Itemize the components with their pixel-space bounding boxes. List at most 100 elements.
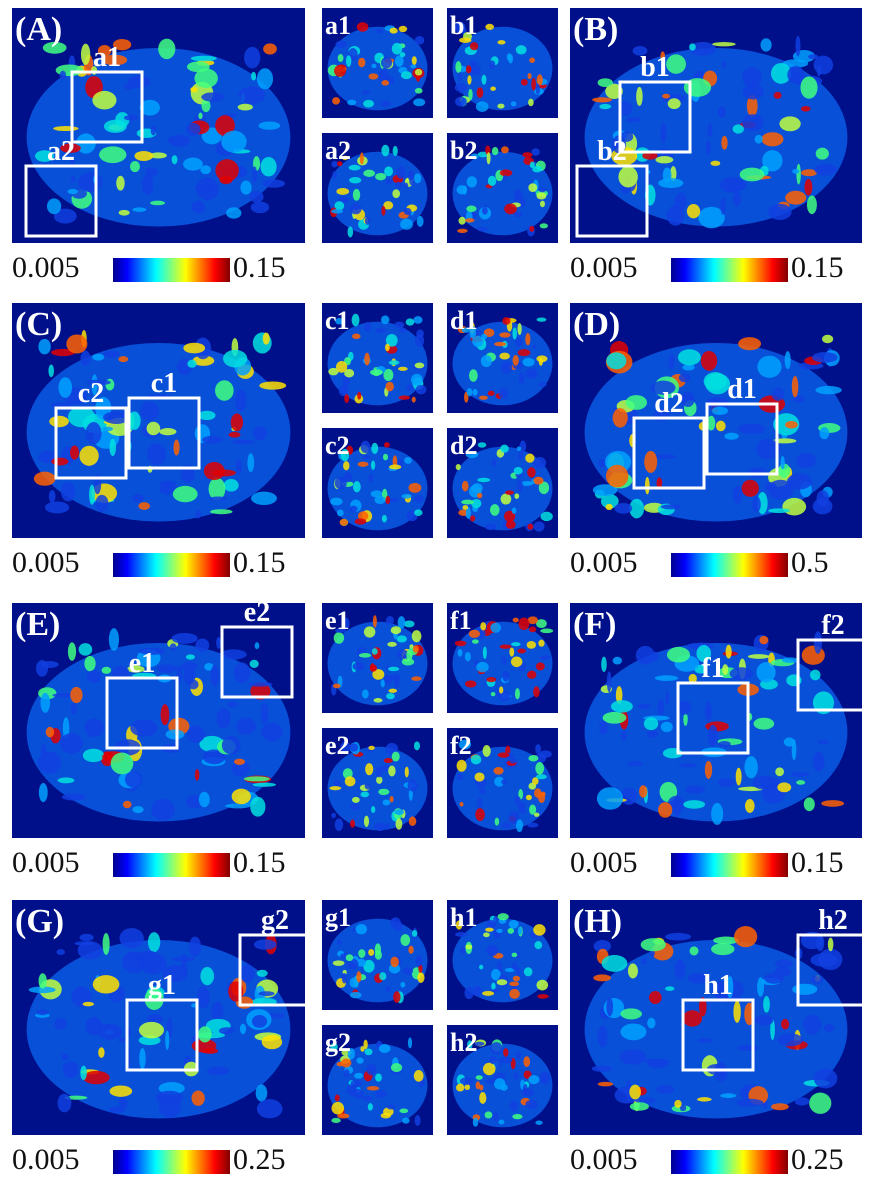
speckle [255,642,260,649]
speckle [251,492,277,505]
speckle [674,1100,681,1108]
speckle [352,314,360,327]
speckle [675,193,687,210]
speckle [476,662,489,672]
speckle [601,657,607,672]
speckle [479,396,488,400]
speckle [223,350,247,368]
speckle [408,170,414,181]
speckle [768,508,790,513]
speckle [349,177,361,183]
speckle [493,767,503,775]
speckle [251,202,269,214]
speckle [455,83,467,92]
speckle [92,91,116,110]
speckle [357,22,369,32]
speckle [500,1084,508,1091]
speckle [139,1022,164,1038]
speckle [391,1063,402,1072]
speckle [467,388,473,396]
speckle [620,1049,647,1064]
speckle [733,124,744,133]
colorbar [113,1150,230,1174]
speckle [122,951,146,973]
speckle [250,797,265,817]
speckle [533,686,540,697]
speckle [415,36,425,45]
speckle [260,157,276,177]
speckle [491,692,496,696]
speckle [384,675,392,685]
speckle [413,645,419,652]
inset-label: g2 [325,1028,351,1057]
speckle [807,195,817,214]
speckle [479,1085,483,1091]
speckle [417,972,424,983]
speckle [80,351,90,366]
speckle [61,482,75,502]
speckle [500,169,512,176]
speckle [705,701,712,722]
speckle [350,506,358,513]
speckle [514,493,519,499]
speckle [411,676,421,680]
colorbar-min: 0.005 [12,251,80,284]
speckle [186,654,195,659]
speckle [774,92,782,99]
speckle [630,1102,649,1111]
speckle [495,818,499,826]
speckle [476,101,489,111]
speckle [528,183,537,192]
speckle [125,771,142,787]
speckle [538,792,545,803]
speckle [503,175,508,180]
speckle [771,1103,789,1110]
speckle [697,1038,712,1043]
speckle [60,733,83,753]
speckle [527,641,536,649]
speckle [363,170,375,177]
speckle [235,389,246,411]
speckle [381,145,389,157]
speckle [465,218,475,222]
speckle [510,1100,518,1111]
speckle [513,976,520,982]
speckle [475,772,485,781]
speckle [708,123,713,137]
speckle [785,191,806,205]
speckle [190,87,198,93]
speckle [61,1053,68,1060]
speckle [481,75,486,85]
speckle [385,344,390,352]
speckle [344,369,354,377]
speckle [477,798,482,810]
speckle [352,334,361,339]
speckle [486,677,496,682]
colorbar-min: 0.005 [12,1143,80,1176]
speckle [81,44,90,65]
inset-label: d2 [450,431,477,460]
speckle [84,719,104,737]
speckle [336,188,349,195]
speckle [368,949,374,956]
speckle [207,1067,230,1076]
speckle [392,189,400,198]
speckle [378,789,389,795]
speckle [516,967,520,975]
roi-label: h2 [818,905,848,936]
speckle [716,421,726,432]
speckle [381,206,385,216]
speckle [490,87,496,91]
speckle [257,68,273,89]
speckle [511,101,517,106]
speckle [711,803,723,825]
speckle [240,964,254,983]
speckle [756,662,775,682]
speckle [526,795,532,800]
speckle [51,458,68,466]
speckle [150,201,165,206]
speckle [528,73,532,79]
speckle [412,930,417,937]
speckle [533,477,543,485]
speckle [780,456,784,469]
